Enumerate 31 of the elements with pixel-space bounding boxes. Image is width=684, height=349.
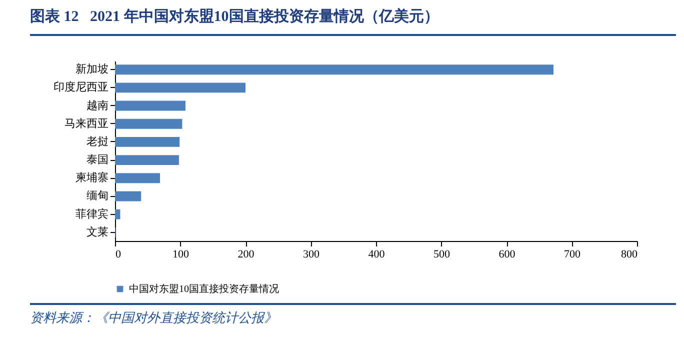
- x-tick-label: 300: [303, 248, 320, 260]
- bar: [115, 209, 120, 220]
- x-tick-label: 700: [564, 248, 581, 260]
- text: 资料来源：《中国对外直接投资统计公报》: [30, 303, 676, 327]
- chart-title: 图表 12 2021 年中国对东盟10国直接投资存量情况（亿美元）: [30, 0, 676, 36]
- bar: [115, 155, 179, 166]
- y-tick-label: 越南: [86, 98, 108, 112]
- bar: [115, 64, 554, 75]
- bar: [115, 173, 160, 184]
- y-tick-label: 柬埔寨: [76, 171, 108, 184]
- bar: [115, 136, 180, 147]
- x-tick-label: 400: [368, 248, 386, 260]
- legend-label: 中国对东盟10国直接投资存量情况: [129, 283, 279, 295]
- x-tick-label: 200: [238, 248, 255, 260]
- x-tick-label: 500: [434, 248, 450, 260]
- y-tick-label: 缅甸: [86, 190, 108, 202]
- bar: [115, 100, 186, 111]
- y-tick-label: 文莱: [86, 225, 108, 238]
- bar: [115, 118, 182, 129]
- y-tick-label: 印度尼西亚: [54, 80, 108, 94]
- bar: [115, 191, 142, 202]
- y-tick-label: 泰国: [86, 154, 108, 166]
- bar: [115, 82, 246, 93]
- x-tick-label: 0: [116, 248, 122, 260]
- y-tick-label: 老挝: [86, 134, 108, 148]
- y-tick-label: 新加坡: [76, 62, 108, 76]
- x-tick-label: 800: [621, 248, 638, 260]
- x-tick-label: 600: [498, 248, 516, 260]
- x-tick-label: 100: [172, 248, 190, 260]
- y-tick-label: 菲律宾: [76, 207, 108, 220]
- y-tick-label: 马来西亚: [64, 116, 108, 130]
